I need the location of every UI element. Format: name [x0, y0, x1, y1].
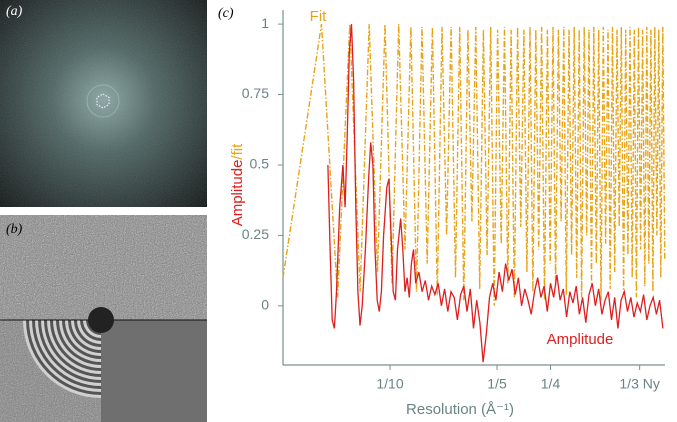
panel-label: (b): [6, 222, 23, 237]
center: [88, 307, 114, 333]
y-axis-title-part: Amplitude: [229, 160, 246, 227]
panel-label: (a): [6, 4, 23, 19]
y-tick-label: 0.25: [242, 226, 269, 242]
y-axis-title: Amplitude/fit: [229, 143, 246, 226]
panel-label: (c): [218, 6, 234, 21]
x-tick-label: 1/4: [541, 376, 561, 392]
hexagon: [96, 93, 110, 109]
panel-b-quadrant: [101, 320, 207, 422]
legend-label: Fit: [310, 8, 327, 25]
y-axis-title-part: /fit: [229, 143, 246, 160]
series-line: [282, 23, 666, 306]
x-axis-title: Resolution (Å⁻¹): [406, 401, 514, 418]
series-line: [327, 24, 664, 363]
legend-label: Amplitude: [547, 331, 614, 348]
panel-b-noise: [0, 215, 207, 320]
y-tick-label: 1: [261, 15, 269, 31]
y-tick-label: 0.5: [250, 156, 270, 172]
x-tick-label: 1/5: [487, 376, 507, 392]
y-tick-label: 0.75: [242, 85, 269, 101]
x-tick-label: 1/10: [376, 376, 403, 392]
panel-a-noise: [0, 0, 207, 207]
x-tick-label: 1/3 Ny: [619, 376, 659, 392]
y-tick-label: 0: [261, 297, 269, 313]
rings: [23, 320, 101, 398]
ring: [86, 84, 120, 118]
